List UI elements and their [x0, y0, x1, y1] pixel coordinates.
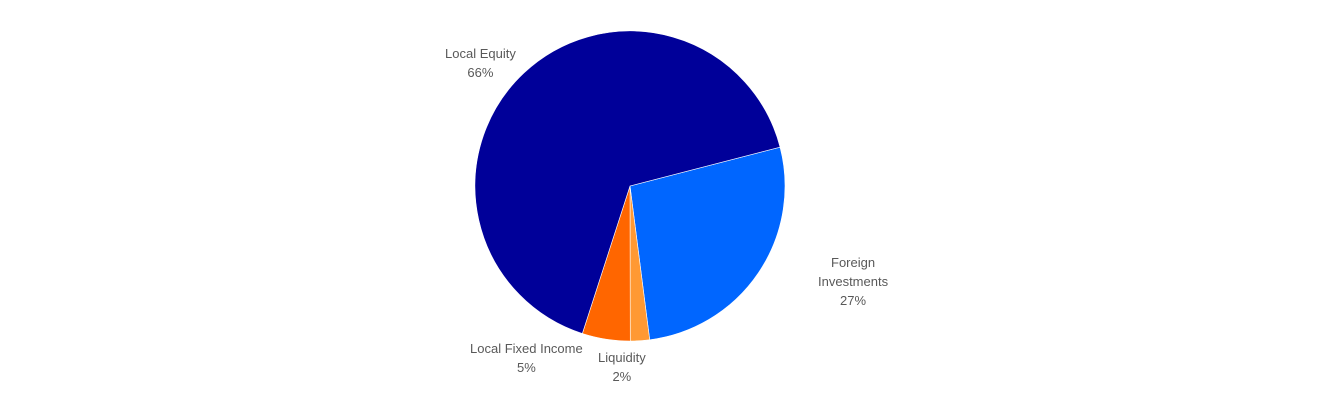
label-foreign-investments-name-2: Investments	[818, 274, 889, 289]
pie-slice-foreign-investments	[629, 146, 786, 341]
label-foreign-investments-name-1: Foreign	[831, 255, 876, 270]
label-local-fixed-income-value: 5%	[516, 360, 536, 375]
label-liquidity-name: Liquidity	[598, 350, 646, 365]
label-foreign-investments: Foreign Investments 27%	[818, 253, 888, 310]
pie-slice-local-equity	[474, 30, 781, 334]
label-local-fixed-income: Local Fixed Income 5%	[470, 339, 583, 377]
label-foreign-investments-value: 27%	[840, 293, 867, 308]
label-local-equity: Local Equity 66%	[445, 44, 516, 82]
label-liquidity: Liquidity 2%	[598, 348, 646, 386]
label-local-equity-name: Local Equity	[445, 46, 516, 61]
label-liquidity-value: 2%	[612, 369, 632, 384]
label-local-equity-value: 66%	[467, 65, 494, 80]
label-local-fixed-income-name: Local Fixed Income	[470, 341, 583, 356]
